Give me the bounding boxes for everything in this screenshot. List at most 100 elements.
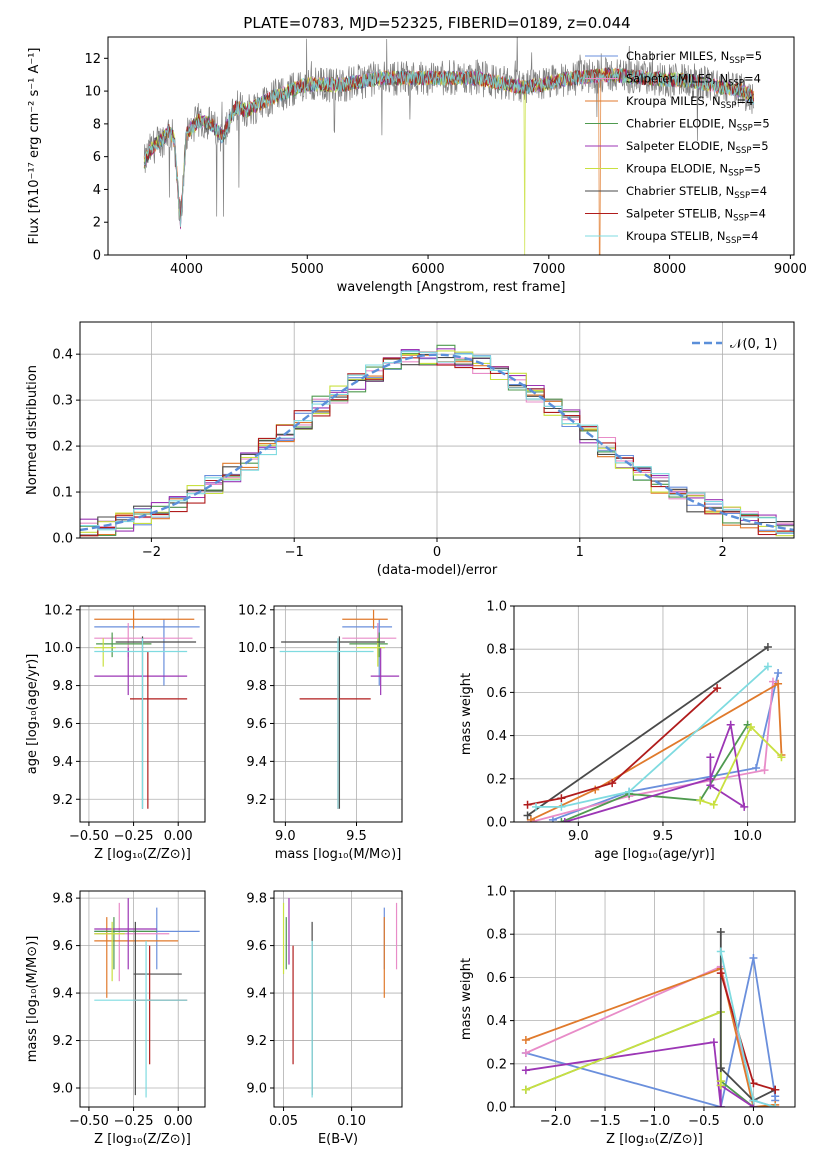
y-tick-label: 1.0: [486, 600, 507, 615]
data-point-marker: [523, 800, 532, 809]
y-axis-label: Normed distribution: [25, 365, 40, 495]
legend-entry: Kroupa STELIB, NSSP=4: [626, 229, 758, 246]
y-tick-label: 9.4: [246, 987, 267, 1002]
plot-frame: [79, 890, 206, 1108]
mass-weight-series-line: [527, 687, 718, 806]
y-tick-label: 0.0: [486, 816, 507, 831]
data-point-marker: [752, 764, 761, 772]
legend-entry: Salpeter MILES, NSSP=4: [626, 72, 761, 89]
data-point-marker: [526, 815, 535, 822]
y-axis-label: mass weight: [459, 673, 474, 755]
data-point-marker: [774, 679, 783, 688]
data-point-marker: [521, 1049, 530, 1057]
y-tick-label: 9.2: [246, 1034, 267, 1049]
x-tick-label: −0.5: [688, 1114, 720, 1129]
data-point-marker: [763, 643, 772, 652]
data-point-marker: [746, 722, 755, 731]
y-tick-label: 9.8: [52, 679, 73, 694]
legend-subscript: SSP: [736, 146, 752, 156]
data-point-marker: [749, 1096, 758, 1105]
y-tick-label: 9.4: [246, 755, 267, 770]
y-tick-label: 10.0: [44, 641, 73, 656]
data-point-marker: [709, 1038, 718, 1047]
x-tick-label: −1.5: [589, 1114, 621, 1129]
mass-vs-metallicity-plot: −0.50 −0.25 0.00 9.0 9.2 9.4 9.6 9.8 Z [log₁₀(Z/…: [25, 890, 206, 1147]
y-tick-label: 9.2: [246, 793, 267, 808]
legend-entry: Salpeter STELIB, NSSP=4: [626, 207, 766, 224]
data-point-marker: [716, 969, 725, 978]
data-point-marker: [777, 753, 786, 762]
x-tick-label: 9.0: [568, 829, 589, 844]
legend-count: =4: [744, 72, 761, 86]
plot-area: [143, 37, 755, 255]
y-tick-label: 9.8: [246, 679, 267, 694]
y-tick-label: 0.6: [486, 971, 507, 986]
legend-entry: Kroupa MILES, NSSP=4: [626, 94, 753, 111]
x-tick-label: 5000: [291, 262, 324, 277]
data-point-marker: [608, 779, 617, 788]
y-tick-label: 0.6: [486, 686, 507, 701]
data-point-marker: [713, 684, 722, 693]
x-tick-label: 9000: [774, 262, 807, 277]
legend-count: =4: [750, 184, 767, 198]
x-tick-label: 9.5: [346, 829, 367, 844]
y-tick-label: 0.4: [52, 348, 73, 363]
y-tick-label: 9.6: [246, 939, 267, 954]
y-tick-label: 9.2: [52, 1034, 73, 1049]
x-tick-label: 10.0: [733, 829, 762, 844]
data-point-marker: [760, 766, 769, 775]
data-point-marker: [716, 1064, 725, 1073]
y-tick-label: 9.0: [52, 1082, 73, 1097]
mass-weight-series-line: [530, 681, 774, 822]
x-tick-label: 6000: [412, 262, 445, 277]
y-tick-label: 9.6: [52, 939, 73, 954]
plot-frame: [513, 605, 796, 823]
x-axis-label: age [log₁₀(age/yr)]: [594, 847, 715, 862]
data-point-marker: [768, 677, 777, 686]
y-tick-label: 0.2: [486, 772, 507, 787]
x-axis-label: mass [log₁₀(M/M⊙)]: [275, 847, 402, 862]
mass-weight-vs-metallicity-plot: −2.0 −1.5 −1.0 −0.5 0.0 0.0 0.2 0.4 0.6 0.8 1.0 Z […: [459, 885, 796, 1147]
legend-entry: Kroupa ELODIE, NSSP=5: [626, 162, 761, 179]
data-point-marker: [749, 1079, 758, 1088]
legend-subscript: SSP: [733, 214, 749, 224]
legend-entry: Salpeter ELODIE, NSSP=5: [626, 139, 769, 156]
plot-frame: [107, 36, 795, 256]
residual-histogram-step: [80, 351, 794, 534]
y-tick-label: 0.4: [486, 729, 507, 744]
y-tick-label: 0: [93, 249, 101, 264]
y-tick-label: 9.6: [246, 717, 267, 732]
y-tick-label: 9.4: [52, 987, 73, 1002]
data-point-marker: [706, 753, 715, 762]
data-point-marker: [716, 947, 725, 956]
y-axis-label: mass weight: [459, 958, 474, 1040]
data-point-marker: [709, 800, 718, 809]
y-tick-label: 1.0: [486, 885, 507, 900]
x-tick-label: −1: [285, 545, 304, 560]
y-tick-label: 2: [93, 216, 101, 231]
legend-subscript: SSP: [737, 124, 753, 134]
plot-frame: [273, 605, 403, 823]
y-tick-label: 0.2: [52, 440, 73, 455]
x-tick-label: −0.50: [69, 1114, 109, 1129]
x-tick-label: 0: [433, 545, 441, 560]
x-tick-label: 7000: [532, 262, 565, 277]
y-tick-label: 6: [93, 150, 101, 165]
y-tick-label: 4: [93, 183, 101, 198]
plot-area: [521, 928, 780, 1107]
y-tick-label: 0.8: [486, 928, 507, 943]
legend-count: =4: [749, 207, 766, 221]
plot-area: [279, 609, 400, 809]
mass-weight-series-line: [525, 1041, 754, 1107]
x-tick-label: 0.10: [337, 1114, 366, 1129]
data-point-marker: [560, 818, 569, 822]
data-point-marker: [557, 794, 566, 803]
y-tick-label: 9.4: [52, 755, 73, 770]
y-tick-label: 10.2: [238, 603, 267, 618]
x-tick-label: 9.0: [275, 829, 296, 844]
mass-weight-series-line: [561, 724, 749, 822]
spectrum-plot: 4000 5000 6000 7000 8000 9000 0 2 4 6 8 10 12 wavelen…: [27, 36, 807, 295]
data-point-marker: [523, 811, 532, 820]
mass-weight-series-line: [536, 665, 769, 808]
